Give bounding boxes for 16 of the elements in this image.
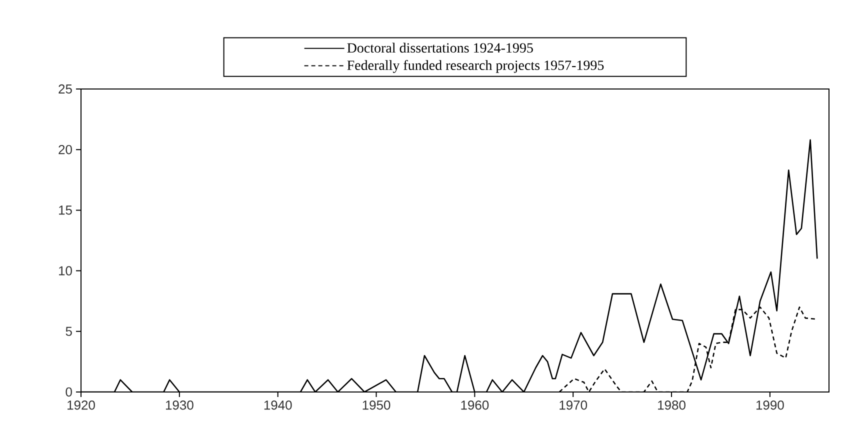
legend-label: Doctoral dissertations 1924-1995: [347, 42, 533, 53]
x-tick-label: 1930: [166, 400, 194, 410]
y-tick-label: 0: [66, 387, 72, 397]
x-tick-label: 1970: [560, 400, 588, 410]
x-tick-label: 1950: [362, 400, 390, 410]
y-tick-label: 25: [58, 84, 72, 94]
y-tick-label: 15: [59, 206, 72, 215]
y-tick-label: 10: [59, 266, 72, 276]
x-tick-label: 1980: [658, 400, 686, 410]
x-tick-label: 1920: [68, 400, 95, 410]
x-tick-label: 1960: [461, 400, 489, 410]
y-tick-label: 5: [66, 326, 72, 336]
legend-label: Federally funded research projects 1957-1995: [347, 60, 604, 73]
y-tick-label: 20: [58, 144, 72, 154]
x-tick-label: 1990: [756, 400, 784, 410]
x-tick-label: 1940: [264, 400, 292, 410]
